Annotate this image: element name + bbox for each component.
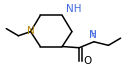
- Text: NH: NH: [66, 4, 82, 14]
- Text: N: N: [89, 30, 97, 40]
- Text: O: O: [83, 56, 91, 66]
- Text: N: N: [27, 26, 35, 36]
- Text: H: H: [90, 30, 96, 39]
